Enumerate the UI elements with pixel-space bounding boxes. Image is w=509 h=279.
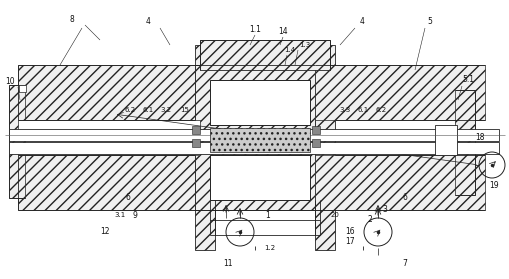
Text: 17: 17 <box>345 237 355 247</box>
Text: 6: 6 <box>126 194 130 203</box>
Text: 5: 5 <box>428 18 433 27</box>
Bar <box>315 45 335 250</box>
Bar <box>19 85 26 92</box>
Text: 6.1: 6.1 <box>143 107 154 113</box>
Text: 1.3: 1.3 <box>299 42 310 48</box>
Bar <box>210 128 310 152</box>
Text: 16: 16 <box>345 227 355 237</box>
Bar <box>315 65 485 120</box>
Text: 3.1: 3.1 <box>115 212 126 218</box>
Bar <box>195 45 215 250</box>
Bar <box>192 139 200 147</box>
Text: 18: 18 <box>475 133 485 143</box>
Text: 4: 4 <box>146 18 151 27</box>
Text: 10: 10 <box>5 78 15 86</box>
Text: 1: 1 <box>266 210 270 220</box>
Bar <box>200 40 330 70</box>
Bar <box>195 140 315 210</box>
Text: 3: 3 <box>383 206 387 215</box>
Bar <box>18 120 200 135</box>
Text: 3.2: 3.2 <box>160 107 172 113</box>
Text: 11: 11 <box>223 259 233 268</box>
Text: 6.2: 6.2 <box>376 107 386 113</box>
Text: 9: 9 <box>132 210 137 220</box>
Bar <box>435 125 457 155</box>
Bar <box>455 90 475 195</box>
Bar <box>9 129 499 141</box>
Text: 12: 12 <box>100 227 110 237</box>
Bar <box>312 126 320 134</box>
Text: 6.2: 6.2 <box>124 107 135 113</box>
Text: 1.2: 1.2 <box>265 245 275 251</box>
Text: 19: 19 <box>489 181 499 189</box>
Bar <box>18 155 200 210</box>
Bar <box>210 80 310 125</box>
Bar <box>315 155 485 210</box>
Text: 20: 20 <box>330 212 340 218</box>
Bar <box>9 85 25 198</box>
Text: 7: 7 <box>403 259 407 268</box>
Text: 2: 2 <box>367 215 373 225</box>
Bar <box>210 155 310 200</box>
Text: 14: 14 <box>278 28 288 37</box>
Text: 3.3: 3.3 <box>340 107 351 113</box>
Bar <box>195 65 315 130</box>
Bar <box>192 126 200 134</box>
Text: 8: 8 <box>70 16 74 25</box>
Text: 4: 4 <box>359 18 364 27</box>
Text: 6.1: 6.1 <box>357 107 369 113</box>
Bar <box>9 142 499 154</box>
Text: 5.1: 5.1 <box>462 76 474 85</box>
Text: 1.1: 1.1 <box>249 25 261 35</box>
Text: 15: 15 <box>181 107 189 113</box>
Bar <box>312 139 320 147</box>
Bar <box>18 145 200 155</box>
Text: 1.4: 1.4 <box>285 47 296 53</box>
Bar <box>18 65 200 120</box>
Text: 6: 6 <box>403 194 407 203</box>
